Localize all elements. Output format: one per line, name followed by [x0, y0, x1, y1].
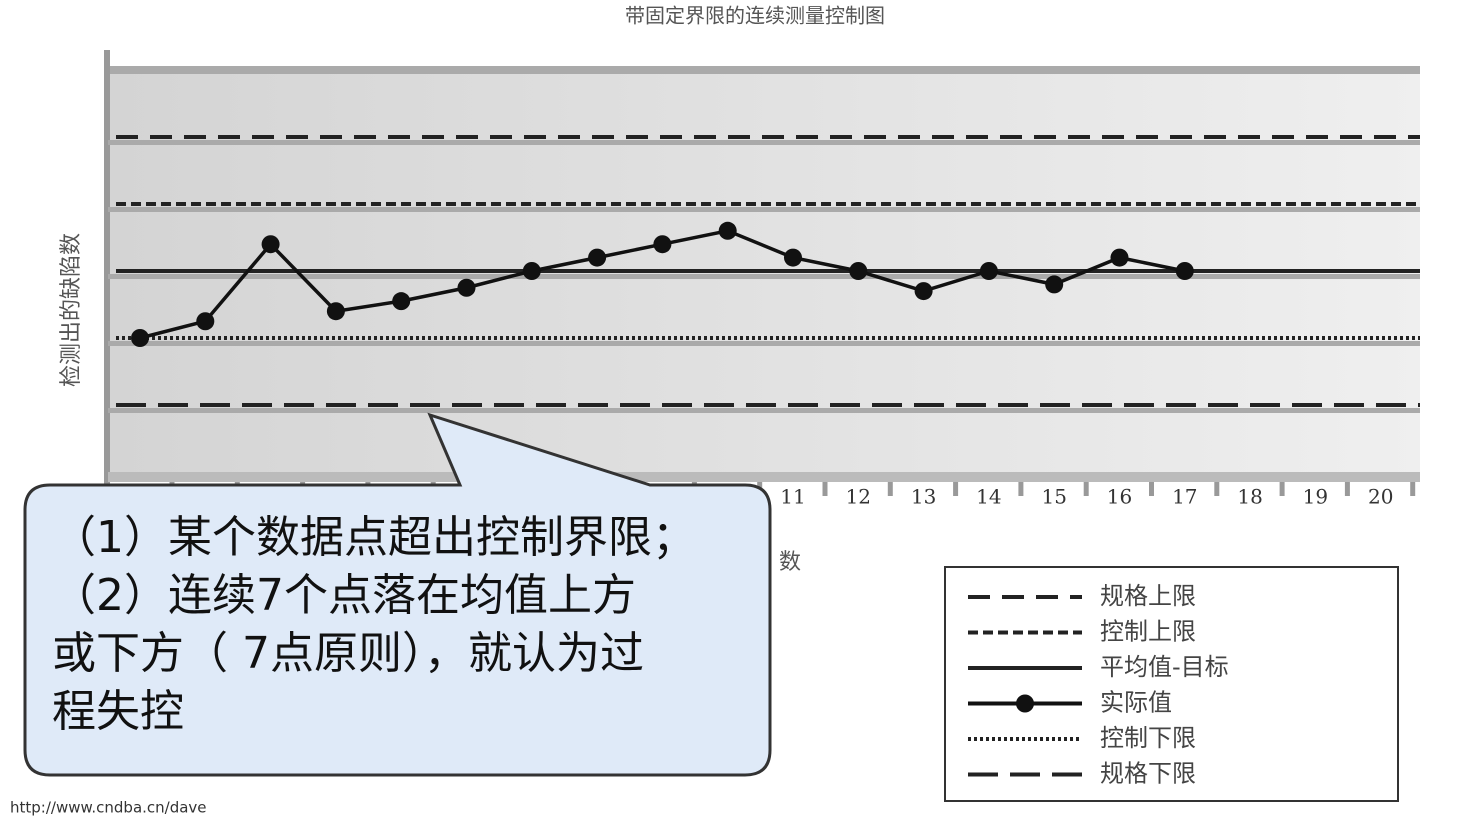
- legend-marker: [1016, 694, 1034, 713]
- data-point: [1175, 262, 1194, 280]
- data-point: [326, 302, 345, 321]
- limit-shadow: [108, 274, 1420, 279]
- data-point: [392, 292, 411, 311]
- plot-top-border: [108, 66, 1420, 74]
- data-point: [914, 282, 933, 301]
- data-point: [588, 248, 607, 267]
- x-tick-label: 12: [846, 485, 871, 509]
- callout-line: （1）某个数据点超出控制界限；: [52, 512, 696, 563]
- limit-shadow: [108, 341, 1420, 346]
- data-point: [849, 262, 868, 280]
- y-axis: [104, 50, 110, 510]
- data-point: [1045, 275, 1064, 294]
- y-axis-label: 检测出的缺陷数: [59, 233, 84, 387]
- x-tick-label: 13: [911, 485, 936, 509]
- data-point: [131, 329, 149, 347]
- legend: [944, 566, 1399, 802]
- data-point: [261, 235, 280, 254]
- x-tick-label: 15: [1041, 485, 1066, 509]
- legend-label: 控制上限: [1100, 618, 1196, 646]
- x-tick-label: 19: [1303, 485, 1328, 509]
- legend-label: 平均值-目标: [1100, 653, 1229, 681]
- data-point: [784, 248, 802, 267]
- callout-line: （2）连续7个点落在均值上方: [52, 570, 636, 621]
- x-axis: [108, 472, 1420, 482]
- callout-box: [23, 412, 772, 777]
- x-tick-label: 17: [1172, 485, 1197, 509]
- callout-line: 程失控: [52, 686, 184, 737]
- x-tick-label: 20: [1368, 485, 1393, 509]
- data-point: [457, 278, 476, 297]
- limit-shadow: [108, 408, 1420, 413]
- data-point: [1110, 248, 1129, 267]
- footer-url: http://www.cndba.cn/dave: [10, 799, 207, 817]
- x-tick-label: 11: [780, 485, 805, 509]
- legend-label: 规格下限: [1100, 760, 1196, 788]
- legend-label: 规格上限: [1100, 582, 1196, 610]
- limit-shadow: [108, 207, 1420, 212]
- data-point: [196, 312, 215, 331]
- limit-shadow: [108, 140, 1420, 145]
- x-axis-label: 数: [779, 550, 801, 575]
- x-tick-label: 14: [976, 485, 1001, 509]
- data-point: [653, 235, 672, 254]
- callout: [23, 412, 772, 777]
- legend-label: 控制下限: [1100, 724, 1196, 752]
- callout-line: 或下方（ 7点原则），就认为过: [52, 628, 644, 679]
- chart-title: 带固定界限的连续测量控制图: [625, 4, 885, 28]
- x-tick-label: 18: [1237, 485, 1262, 509]
- data-point: [979, 262, 998, 280]
- x-tick-label: 16: [1107, 485, 1132, 509]
- data-point: [522, 262, 541, 280]
- legend-label: 实际值: [1100, 689, 1172, 717]
- data-point: [718, 221, 737, 240]
